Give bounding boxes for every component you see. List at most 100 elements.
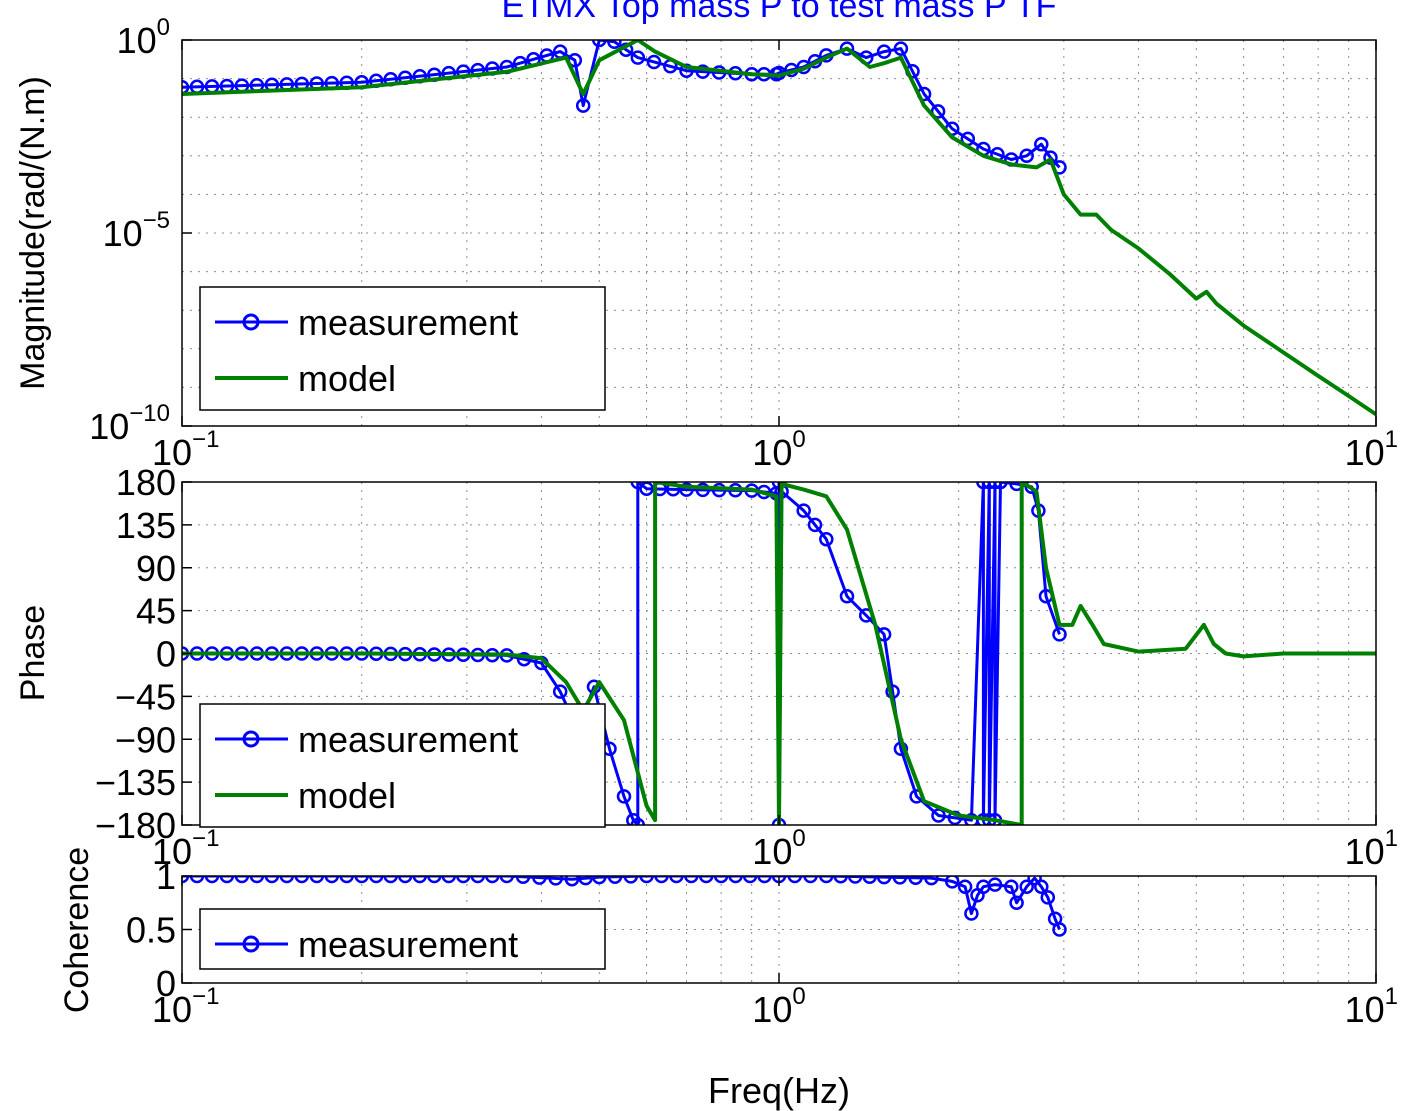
data-point	[219, 876, 235, 884]
data-point	[630, 50, 646, 65]
data-point	[309, 876, 325, 884]
data-point	[742, 876, 758, 884]
data-point	[713, 876, 729, 884]
data-point	[339, 876, 354, 884]
data-point	[964, 906, 979, 921]
y-tick-label: 10−5	[103, 207, 170, 254]
data-point	[324, 876, 340, 884]
data-point	[1034, 879, 1049, 894]
legend-label-measurement: measurement	[298, 924, 518, 965]
y-tick-label: 180	[116, 462, 176, 503]
data-point	[931, 808, 946, 823]
y-tick-label: 0	[156, 963, 176, 1004]
y-tick-label: 1	[156, 856, 176, 897]
data-point	[607, 40, 622, 50]
data-point	[819, 531, 834, 547]
y-axis-label: Magnitude(rad/(N.m)	[14, 76, 52, 390]
x-axis-label: Freq(Hz)	[708, 1070, 850, 1111]
data-point	[234, 876, 250, 884]
y-tick-label: −180	[95, 805, 176, 846]
data-point	[1019, 879, 1034, 894]
y-tick-label: 0	[156, 634, 176, 675]
legend-label-model: model	[298, 358, 396, 399]
data-point	[876, 876, 892, 885]
data-point	[1009, 895, 1024, 911]
data-point	[564, 876, 580, 887]
data-point	[592, 40, 607, 48]
data-point	[279, 876, 295, 884]
data-point	[839, 589, 855, 604]
data-point	[957, 879, 973, 894]
series-line-model	[182, 482, 1376, 825]
data-point	[485, 876, 500, 884]
x-tick-label: 10−1	[152, 426, 219, 473]
data-point	[294, 876, 310, 884]
data-point	[532, 876, 547, 885]
data-point	[695, 64, 711, 79]
y-tick-label: 90	[136, 548, 176, 589]
series-line-model	[182, 40, 1376, 417]
data-point	[397, 876, 413, 884]
data-point	[456, 876, 471, 884]
series-model	[182, 40, 1376, 417]
legend-marker	[242, 730, 260, 748]
data-point	[427, 876, 442, 884]
y-axis-label: Phase	[14, 605, 52, 701]
coherence-panel: 10−1 100 101 0 0.5 1 Coherence measurement	[58, 847, 1398, 1030]
y-tick-label: 135	[116, 505, 176, 546]
data-point	[616, 789, 632, 804]
data-point	[987, 482, 1003, 490]
data-point	[630, 482, 646, 490]
series-model	[182, 482, 1376, 825]
y-tick-label: −90	[115, 719, 176, 760]
data-point	[354, 876, 369, 884]
data-point	[368, 876, 384, 884]
data-point	[669, 876, 684, 884]
data-point	[646, 54, 662, 70]
data-point	[993, 482, 1008, 490]
series-line-measurement	[182, 876, 1061, 931]
data-point	[1004, 879, 1019, 894]
data-point	[1034, 136, 1049, 152]
data-point	[787, 876, 803, 884]
legend-label-model: model	[298, 775, 396, 816]
data-point	[1019, 148, 1034, 164]
y-tick-label: 45	[136, 591, 176, 632]
data-point	[249, 876, 265, 884]
data-point	[441, 876, 457, 884]
y-tick-label: −45	[115, 676, 176, 717]
data-point	[908, 876, 923, 886]
data-point	[470, 876, 486, 884]
data-point	[679, 482, 694, 497]
data-point	[839, 41, 855, 56]
legend	[199, 908, 606, 970]
x-tick-label: 100	[752, 983, 805, 1030]
data-point	[189, 876, 205, 884]
magnitude-panel: 10−1 100 101 10−10 10−5 100 Magnitude(rad/(N.m…	[14, 14, 1398, 473]
series-measurement	[182, 876, 1067, 937]
legend-label-measurement: measurement	[298, 719, 518, 760]
x-tick-label: 101	[1345, 825, 1398, 872]
legend-marker	[242, 935, 260, 953]
data-point	[1052, 627, 1067, 642]
data-point	[757, 876, 772, 884]
chart-title: ETMX Top mass P to test mass P TF	[502, 0, 1057, 25]
data-point	[499, 876, 515, 884]
legend-marker	[242, 313, 260, 331]
data-point	[796, 503, 811, 518]
data-point	[639, 876, 654, 884]
x-tick-label: 100	[752, 426, 805, 473]
data-point	[807, 517, 823, 533]
y-axis-label: Coherence	[58, 847, 96, 1013]
data-point	[578, 876, 593, 886]
data-point	[728, 876, 743, 884]
data-point	[803, 876, 818, 884]
y-tick-label: 0.5	[126, 910, 176, 951]
data-point	[575, 98, 591, 113]
data-point	[264, 876, 280, 884]
x-tick-label: 100	[752, 825, 805, 872]
x-tick-label: 10−1	[152, 983, 219, 1030]
x-tick-label: 101	[1345, 983, 1398, 1030]
data-point	[592, 876, 607, 885]
